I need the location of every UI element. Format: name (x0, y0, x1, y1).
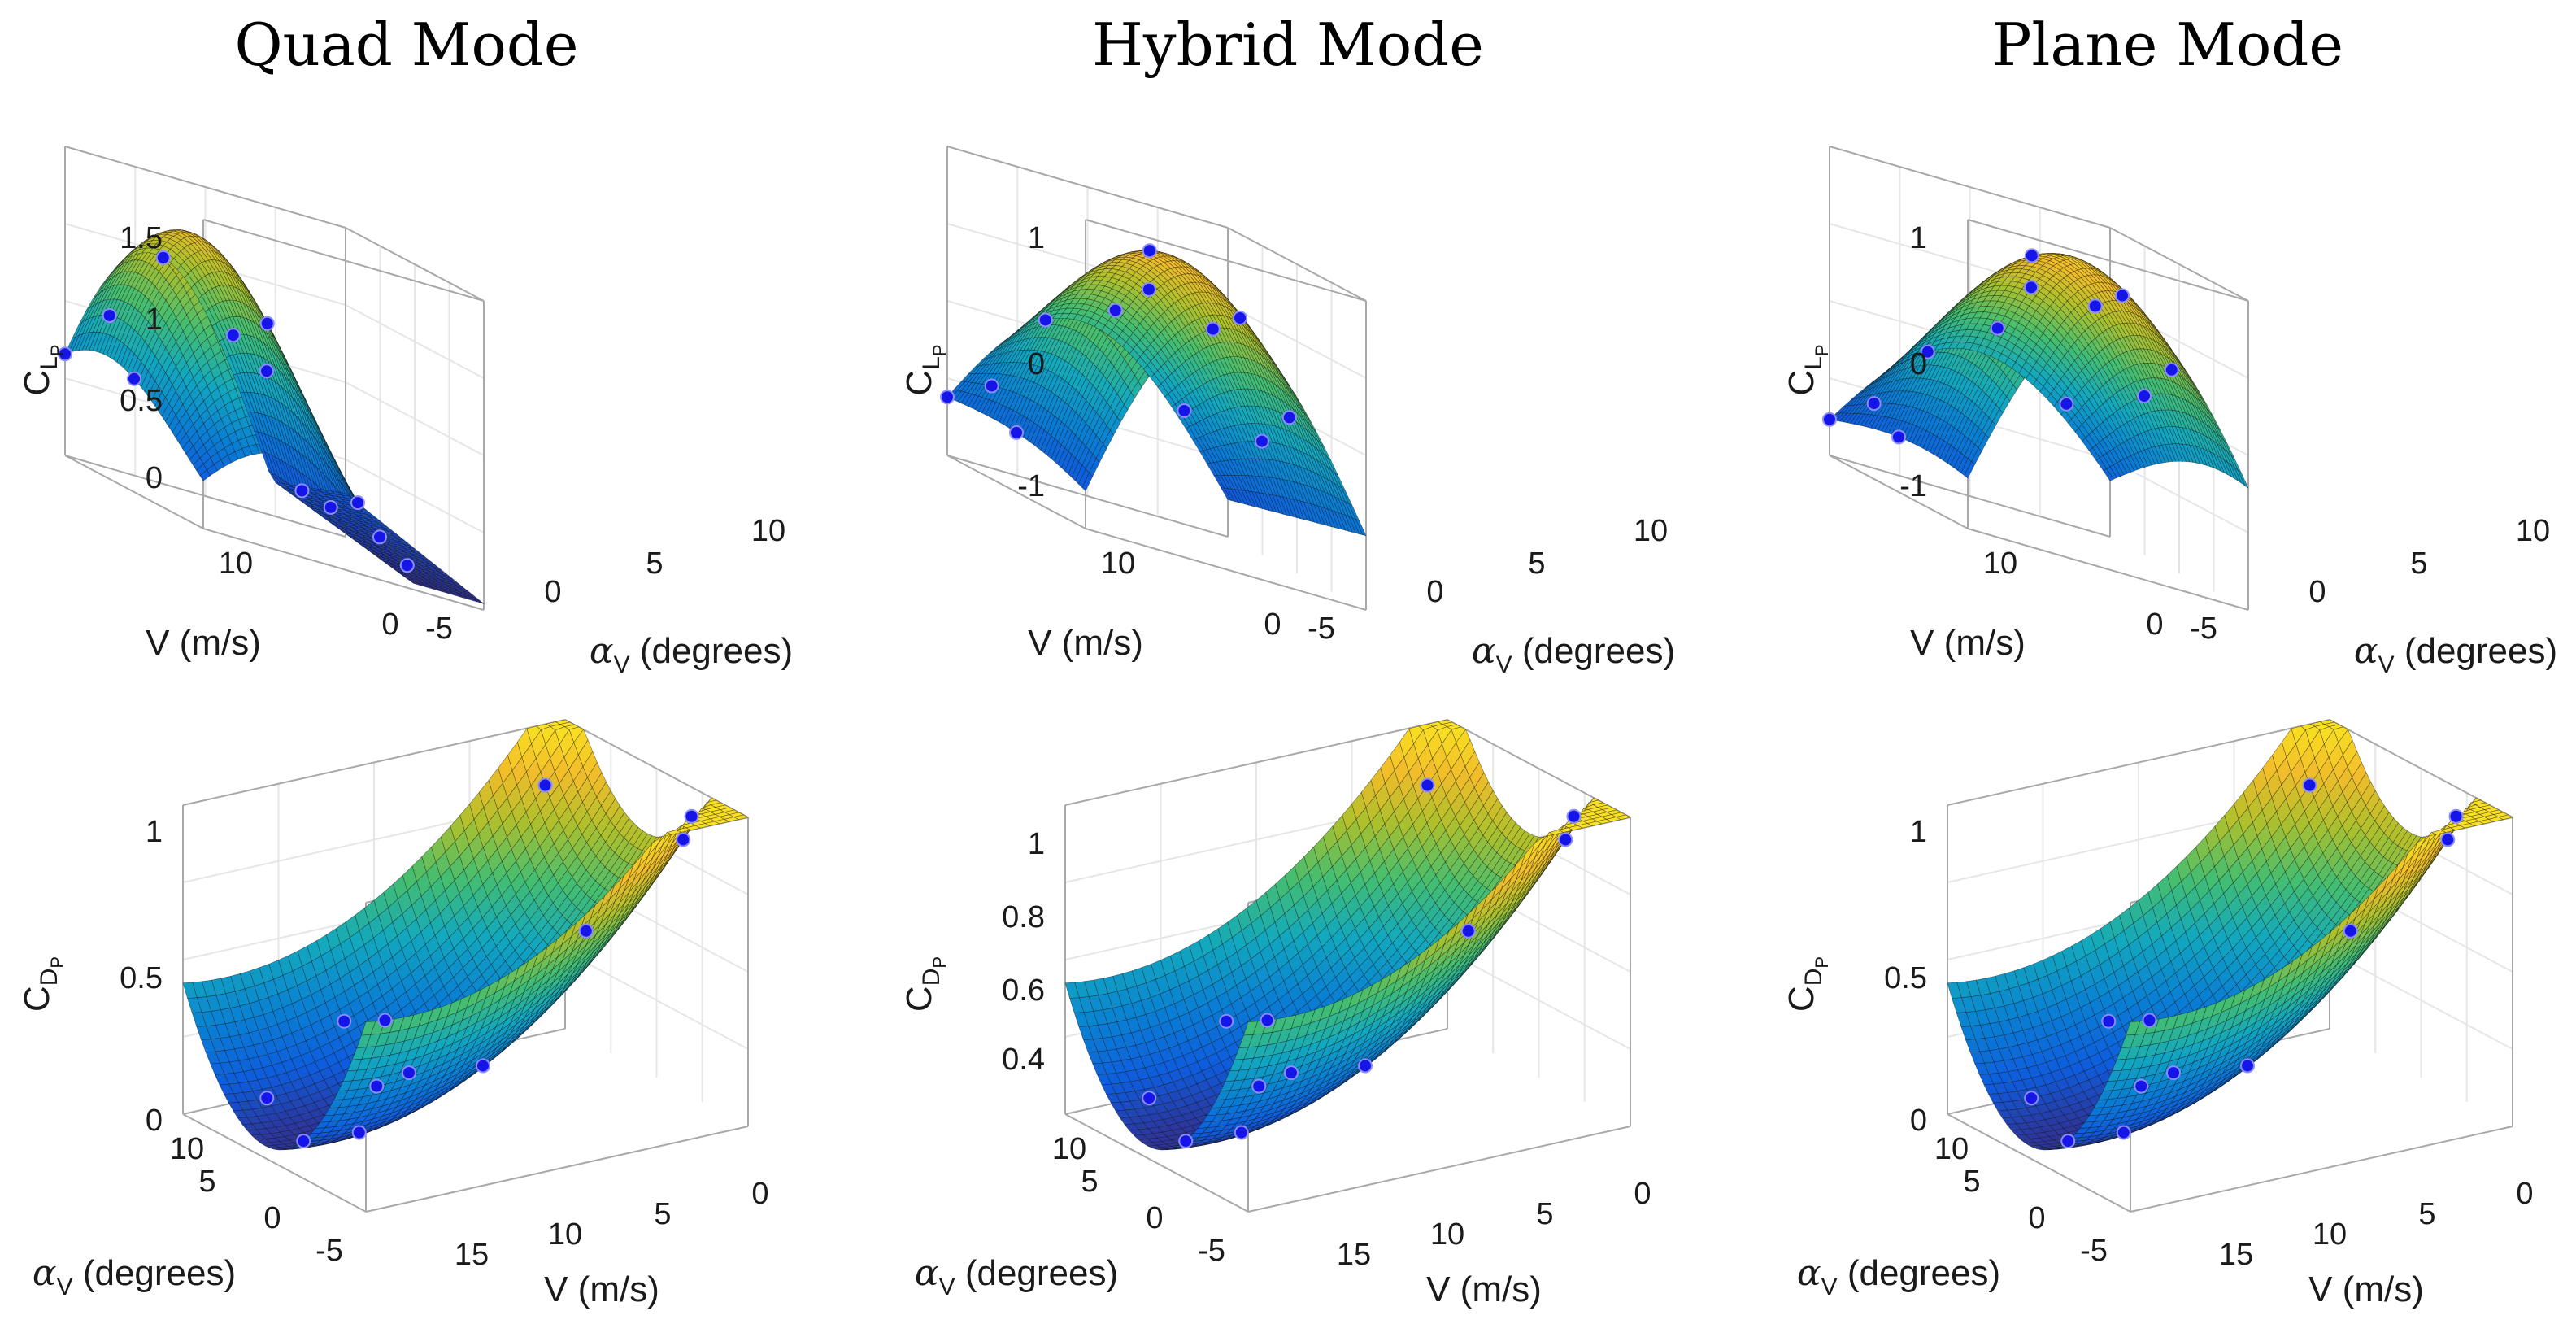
y-tick-label: 5 (1528, 547, 1545, 581)
x-tick-label: 10 (1983, 547, 2017, 581)
data-point (102, 307, 117, 323)
z-tick-label: -1 (1899, 469, 1927, 503)
velocity-axis-label: V (m/s) (1910, 623, 2026, 663)
box-edge (202, 219, 485, 302)
data-point (2024, 280, 2039, 295)
z-tick-label: 1.5 (120, 221, 163, 255)
x-tick-label: 10 (219, 547, 253, 581)
data-point (2087, 298, 2103, 314)
data-point (940, 390, 955, 405)
data-point (1866, 396, 1882, 412)
velocity-axis-label: V (m/s) (1028, 623, 1143, 663)
data-point (1891, 429, 1906, 445)
data-point (1142, 281, 1156, 297)
data-point (1205, 321, 1221, 337)
velocity-axis-label: V (m/s) (146, 623, 261, 663)
data-point (1177, 403, 1192, 419)
x-tick-label: 0 (381, 608, 398, 642)
x-tick-label: 0 (2146, 608, 2163, 642)
data-point (1990, 320, 2005, 336)
data-point (399, 558, 415, 573)
y-tick-label: -5 (2190, 612, 2217, 646)
data-point (1038, 312, 1053, 328)
y-tick-label: 0 (1426, 575, 1443, 609)
z-tick-label: 1 (1910, 221, 1927, 255)
box-edge (64, 455, 346, 538)
z-tick-label: 0 (1028, 347, 1045, 381)
data-point (1255, 433, 1269, 449)
z-tick-label: -1 (1017, 469, 1045, 503)
data-point (350, 495, 365, 511)
y-tick-label: 10 (1634, 514, 1668, 548)
y-tick-label: 5 (2410, 547, 2427, 581)
data-point (2137, 389, 2152, 404)
z-tick-label: 0 (146, 461, 163, 495)
grid-line (345, 304, 485, 379)
data-point (259, 364, 274, 379)
data-point (323, 499, 338, 515)
box-edge (64, 455, 204, 529)
data-point (1233, 310, 1247, 325)
z-tick-label: 0 (1910, 347, 1927, 381)
data-point (1281, 410, 1297, 425)
box-edge (202, 528, 485, 611)
surface (64, 229, 485, 604)
data-point (2059, 396, 2074, 412)
x-tick-label: 0 (1264, 608, 1281, 642)
title-quad: Quad Mode (234, 11, 578, 79)
z-tick-label: 1 (146, 303, 163, 337)
y-tick-label: 0 (2308, 575, 2326, 609)
data-point (259, 316, 275, 331)
y-tick-label: 0 (544, 575, 561, 609)
data-point (225, 328, 241, 343)
data-point (372, 529, 387, 545)
data-point (984, 378, 999, 394)
x-tick-label: 10 (1101, 547, 1135, 581)
y-tick-label: 5 (646, 547, 663, 581)
y-tick-label: 10 (751, 514, 785, 548)
y-tick-label: -5 (1308, 612, 1335, 646)
data-point (1142, 243, 1157, 259)
title-hybrid: Hybrid Mode (1092, 11, 1484, 79)
data-point (294, 483, 310, 499)
box-edge (64, 146, 346, 229)
data-point (1107, 303, 1123, 318)
box-edge (345, 227, 485, 302)
data-point (2024, 248, 2039, 263)
data-point (1009, 425, 1024, 440)
title-plane: Plane Mode (1992, 11, 2343, 79)
data-point (2115, 288, 2130, 303)
data-point (2164, 362, 2179, 377)
y-tick-label: -5 (425, 612, 453, 646)
y-tick-label: 10 (2516, 514, 2550, 548)
axes-box (64, 146, 485, 611)
data-point (1822, 412, 1837, 427)
z-tick-label: 0.5 (120, 384, 163, 418)
z-tick-label: 1 (1028, 221, 1045, 255)
